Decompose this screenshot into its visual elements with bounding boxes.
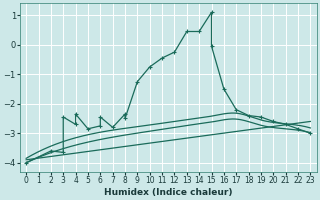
X-axis label: Humidex (Indice chaleur): Humidex (Indice chaleur) — [104, 188, 233, 197]
